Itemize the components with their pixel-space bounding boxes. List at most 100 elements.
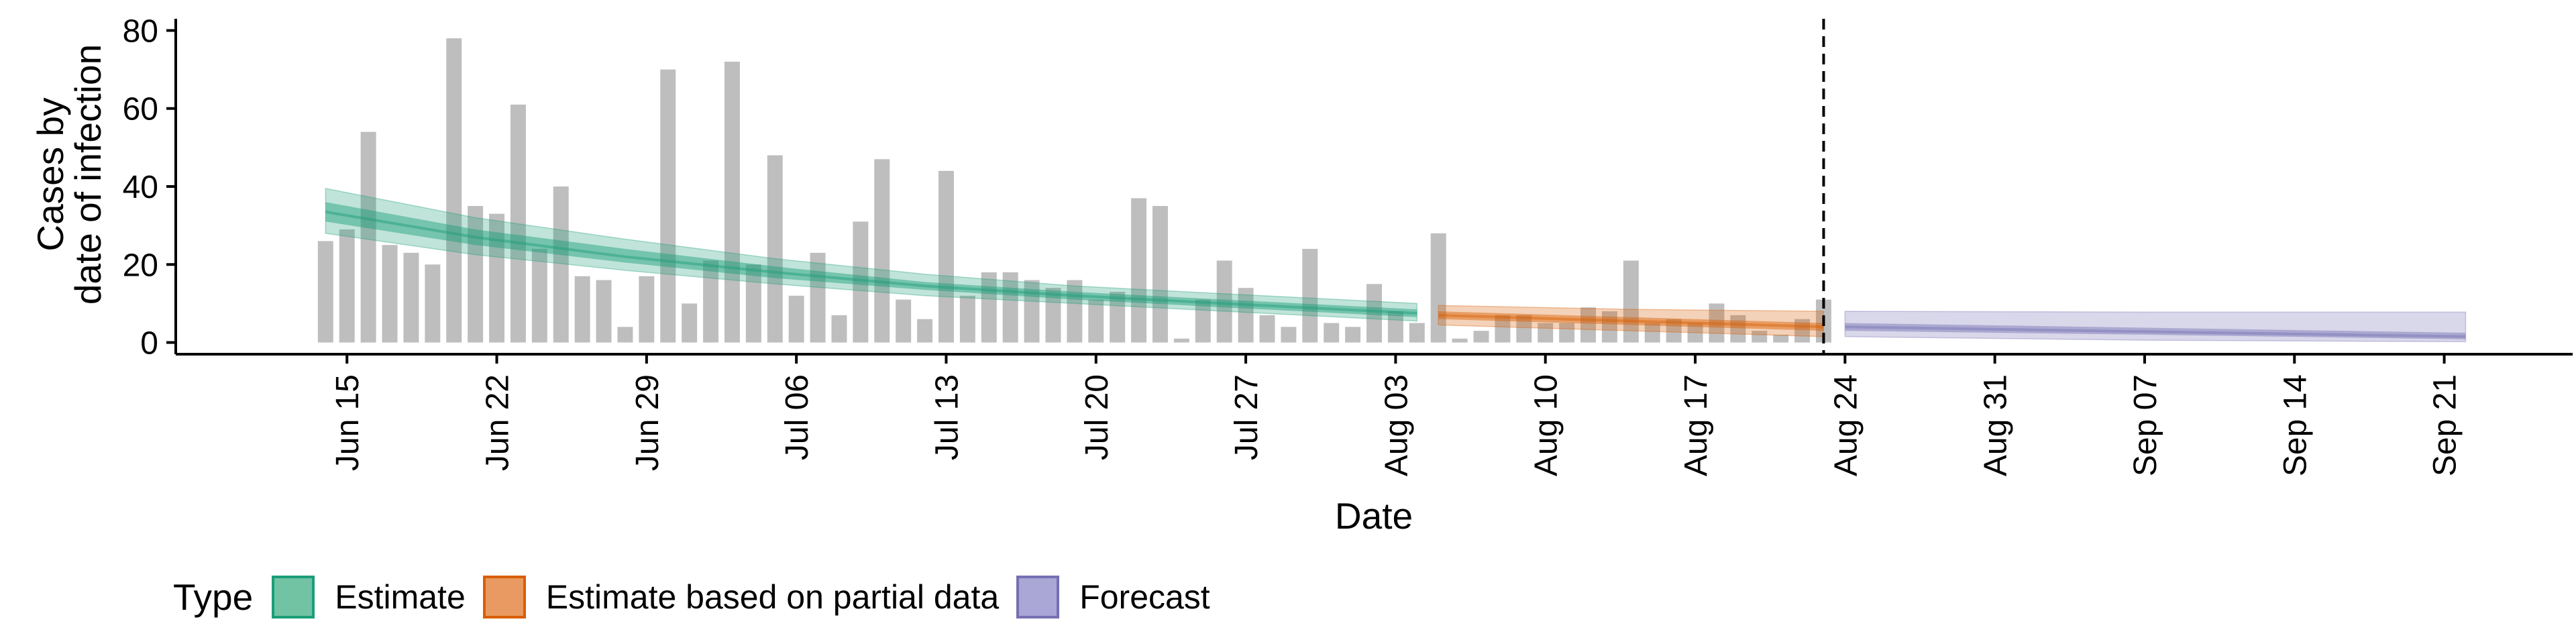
bar [1601,311,1617,343]
bar [574,276,590,343]
legend-label-estimate: Estimate [335,578,466,616]
bar [1024,280,1040,343]
bar [1152,206,1168,343]
bar [682,303,698,343]
x-tick-label: Aug 10 [1529,374,1564,476]
bar [788,295,804,343]
y-tick-label: 0 [140,326,158,362]
bar [468,206,484,343]
bar [1045,288,1061,343]
bar [1302,249,1318,343]
axes-layer: 0 20 40 60 80 Jun 15 Jun 22 Jun 29 Jul 06 Jul 13 J… [123,13,2573,476]
bar [959,295,975,343]
median-line [1438,313,1824,329]
bar [831,315,847,343]
y-axis-label-line-2: date of infection [67,44,109,305]
legend-item-partial: Estimate based on partial data [482,576,999,619]
bar [1002,272,1018,343]
bar [489,213,505,343]
legend-key-estimate [272,576,315,619]
x-tick-label: Jul 20 [1079,374,1115,460]
bar [874,159,890,343]
bar [981,272,997,343]
bar [1195,299,1211,343]
bar [317,241,333,343]
bar [1110,291,1126,343]
bar [639,276,655,343]
bar [531,249,547,343]
x-tick-label: Sep 07 [2128,374,2163,476]
bar [1324,323,1340,343]
y-axis-label-line-1: Cases by [30,97,71,252]
bar [810,252,826,343]
bar [1067,280,1083,343]
y-tick-label: 20 [123,248,158,283]
bar [382,245,398,343]
bars-layer [317,38,1831,343]
bar [896,299,912,343]
y-tick-label: 60 [123,92,158,127]
bar [917,319,933,343]
x-axis-label: Date [1335,495,1413,537]
x-tick-label: Aug 31 [1978,374,2014,476]
bar [360,131,376,343]
bar [1516,315,1532,343]
bar [1687,323,1703,343]
legend-title: Type [173,576,254,618]
band-90 [1844,311,2467,343]
bar [1430,233,1446,343]
bar [425,264,441,343]
median-line [1845,325,2466,338]
bar [1452,338,1468,343]
x-tick-label: Sep 21 [2428,374,2463,476]
x-tick-label: Aug 03 [1379,374,1414,476]
bar [1216,260,1232,343]
band-50 [325,202,1417,317]
bar [1238,288,1254,343]
bar [1366,284,1382,343]
median-line [325,210,1417,315]
bar [1773,334,1789,343]
bar [1409,323,1425,343]
x-tick-label: Jul 13 [929,374,965,460]
x-tick-label: Aug 24 [1828,374,1864,476]
bar [1538,323,1554,343]
bar [1387,311,1403,343]
legend: Type Estimate Estimate based on partial … [173,576,1228,619]
x-tick-label: Aug 17 [1678,374,1714,476]
x-tick-label: Jun 22 [480,374,516,471]
bar [1559,323,1575,343]
bar [1495,315,1511,343]
bar [617,327,633,343]
bar [1644,323,1660,343]
legend-label-forecast: Forecast [1079,578,1210,616]
bar [1473,331,1489,343]
bar [767,155,783,343]
bar [938,170,954,343]
x-tick-label: Jun 15 [330,374,366,471]
series-0 [325,187,1418,322]
bar [1730,315,1746,343]
bar [596,280,612,343]
bar [553,186,569,343]
legend-item-estimate: Estimate [272,576,466,619]
legend-key-partial [482,576,526,619]
bar [1173,338,1189,343]
bar [1666,319,1682,343]
bar [446,38,462,343]
x-tick-label: Sep 14 [2277,374,2313,476]
bar [703,260,719,343]
bar [1794,319,1811,343]
x-tick-label: Jul 27 [1229,374,1265,460]
band-50 [1438,311,1824,331]
bar [1709,303,1725,343]
x-tick-label: Jun 29 [630,374,665,471]
bar [1752,331,1768,343]
bar [1281,327,1297,343]
bar [403,252,419,343]
legend-key-forecast [1016,576,1060,619]
bar [724,61,740,343]
bar [853,221,869,343]
legend-item-forecast: Forecast [1016,576,1210,619]
